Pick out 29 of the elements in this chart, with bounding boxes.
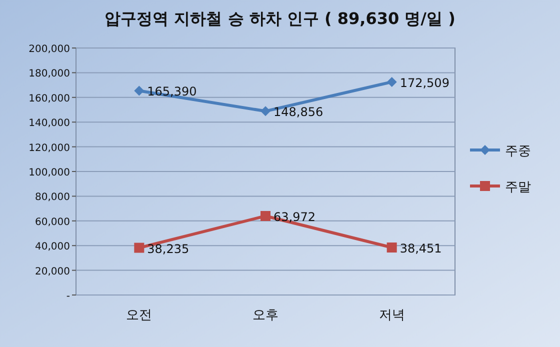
data-label: 38,451 (400, 242, 442, 256)
y-tick-label: 200,000 (28, 44, 70, 55)
data-label: 165,390 (147, 84, 197, 99)
legend-label: 주말 (505, 180, 531, 195)
y-tick-label: 80,000 (35, 192, 70, 204)
y-tick-label: 100,000 (28, 168, 70, 178)
y-tick-label: 180,000 (28, 68, 70, 80)
y-tick-label: 60,000 (35, 216, 70, 228)
point (134, 86, 144, 96)
y-tick-label: 40,000 (35, 242, 70, 253)
data-label: 63,972 (274, 210, 316, 224)
point (260, 106, 270, 116)
y-tick-label: 120,000 (28, 142, 70, 154)
data-label: 38,235 (147, 242, 190, 256)
data-label: 172,509 (400, 76, 450, 90)
point (134, 242, 144, 253)
data-label: 148,856 (274, 105, 324, 120)
y-tick-label: 20,000 (35, 266, 70, 278)
y-tick-label: - (66, 291, 70, 302)
y-tick-label: 160,000 (28, 93, 70, 104)
chart-title: 압구정역 지하철 승 하차 인구 ( 89,630 명/일 ) (104, 9, 456, 28)
legend-label: 주중 (505, 144, 531, 159)
point (260, 210, 270, 221)
point (386, 242, 397, 253)
x-tick-label: 오전 (126, 308, 152, 323)
x-tick-label: 저녁 (378, 308, 405, 323)
point (386, 76, 397, 87)
y-tick-label: 140,000 (28, 118, 70, 130)
x-tick-label: 오후 (252, 308, 278, 323)
